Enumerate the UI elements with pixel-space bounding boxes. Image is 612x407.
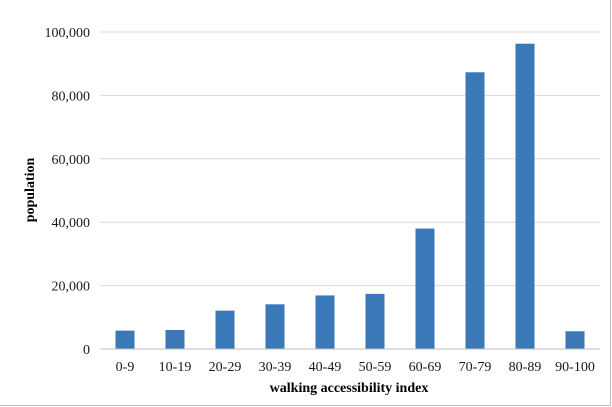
y-tick-label: 20,000 — [52, 280, 91, 295]
x-tick-label: 0-9 — [116, 360, 135, 375]
bar-90-100 — [565, 331, 585, 349]
x-tick-label: 20-29 — [209, 360, 242, 375]
x-tick-label: 40-49 — [309, 360, 342, 375]
bar-40-49 — [315, 295, 335, 349]
x-tick-label: 50-59 — [359, 360, 392, 375]
y-tick-label: 40,000 — [52, 216, 91, 231]
bar-20-29 — [215, 310, 235, 349]
x-tick-label: 80-89 — [509, 360, 542, 375]
y-tick-label: 80,000 — [52, 89, 91, 104]
bars — [115, 43, 585, 349]
y-tick-label: 60,000 — [52, 153, 91, 168]
x-axis-ticks: 0-9 10-19 20-29 30-39 40-49 50-59 60-69 70-79 80… — [116, 360, 595, 375]
x-tick-label: 90-100 — [555, 360, 595, 375]
bar-50-59 — [365, 293, 385, 349]
y-tick-label: 0 — [83, 343, 90, 358]
bar-30-39 — [265, 304, 285, 349]
bar-80-89 — [515, 43, 535, 349]
y-tick-label: 100,000 — [45, 26, 91, 41]
x-tick-label: 60-69 — [409, 360, 442, 375]
y-axis-title: population — [23, 157, 38, 222]
bar-70-79 — [465, 72, 485, 349]
x-tick-label: 30-39 — [259, 360, 292, 375]
x-tick-label: 10-19 — [159, 360, 192, 375]
x-axis-title: walking accessibility index — [270, 381, 429, 396]
bar-10-19 — [165, 329, 185, 349]
x-tick-label: 70-79 — [459, 360, 492, 375]
bar-60-69 — [415, 228, 435, 349]
bar-0-9 — [115, 330, 135, 349]
y-axis-ticks: 0 20,000 40,000 60,000 80,000 100,000 — [45, 26, 91, 358]
